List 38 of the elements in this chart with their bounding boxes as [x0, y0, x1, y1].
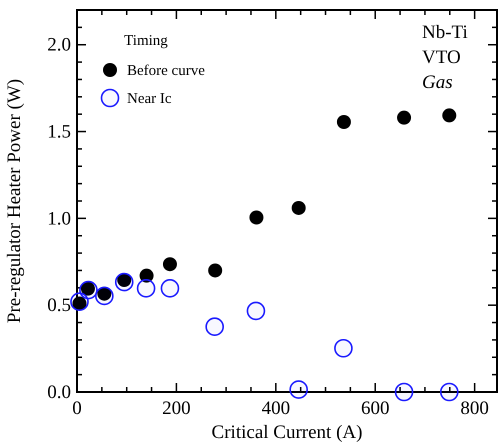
point	[336, 114, 351, 129]
y-tick-label: 0.5	[47, 295, 71, 316]
legend-title: Timing	[124, 33, 168, 49]
y-tick-label: 0.0	[47, 382, 71, 403]
point	[249, 210, 264, 224]
x-tick-label: 600	[360, 398, 390, 419]
x-tick-label: 200	[162, 398, 191, 419]
point	[79, 280, 98, 300]
point	[334, 338, 353, 358]
point	[140, 268, 154, 283]
x-tick-label: 800	[460, 398, 489, 419]
y-tick-label: 2.0	[47, 34, 71, 56]
x-axis-title: Critical Current (A)	[212, 422, 362, 443]
point	[162, 257, 177, 272]
x-tick-label: 400	[262, 398, 290, 419]
annotation: VTO	[422, 47, 461, 68]
point	[397, 110, 412, 125]
y-tick-label: 1.0	[47, 208, 71, 230]
point	[95, 286, 114, 306]
annotation: Nb-Ti	[422, 22, 468, 43]
point	[205, 317, 224, 336]
point	[440, 382, 459, 402]
point	[70, 292, 89, 312]
y-tick-label: 1.5	[47, 122, 71, 143]
legend-label: Before curve	[127, 63, 206, 79]
point	[136, 279, 156, 298]
point	[160, 279, 180, 298]
legend-label: Near Ic	[127, 91, 172, 107]
point	[114, 272, 134, 292]
y-axis-title: Pre-regulator Heater Power (W)	[4, 78, 25, 324]
point	[246, 302, 266, 320]
point	[394, 382, 414, 402]
x-tick-label: 0	[72, 398, 82, 419]
point	[292, 200, 306, 215]
point	[289, 380, 308, 399]
point	[442, 108, 456, 122]
annotation: Gas	[422, 72, 453, 93]
point	[208, 263, 222, 278]
